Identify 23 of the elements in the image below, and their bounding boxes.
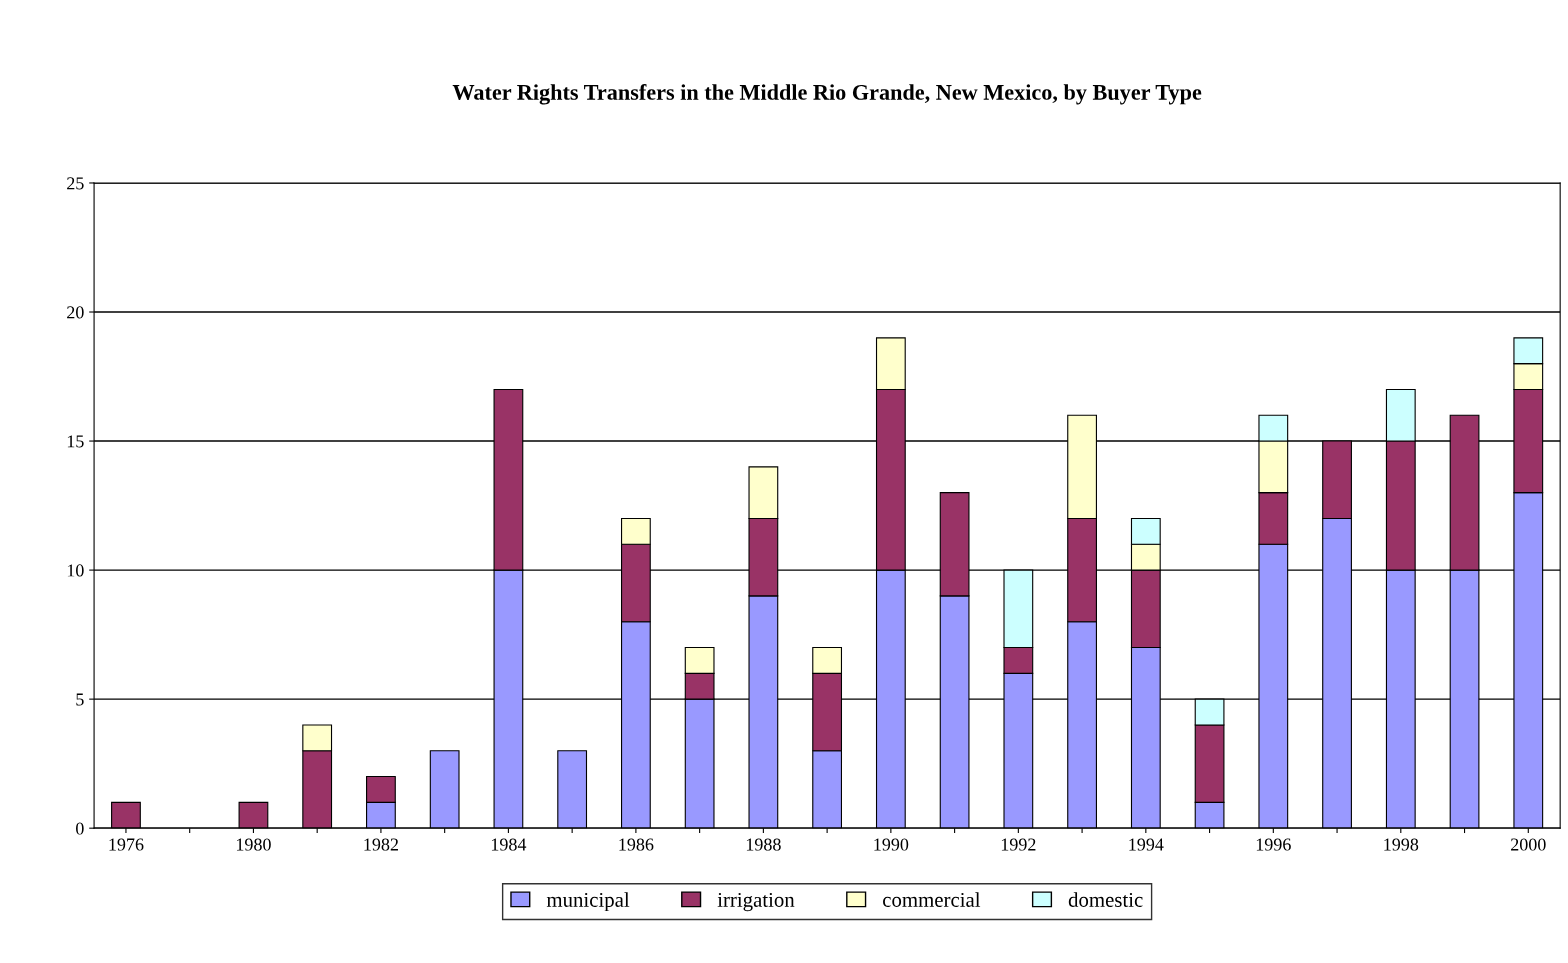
x-tick-label: 1976 [109, 838, 144, 851]
legend-label: domestic [1068, 892, 1143, 907]
y-tick-label: 5 [76, 693, 84, 706]
y-tick-label: 25 [67, 177, 84, 190]
chart-title: Water Rights Transfers in the Middle Rio Grande, New Mexico, by Buyer Type [452, 83, 1202, 105]
y-tick-label: 15 [67, 435, 84, 448]
x-tick-label: 2000 [1511, 838, 1546, 851]
x-tick-label: 1982 [364, 838, 398, 851]
legend-label: municipal [546, 892, 630, 912]
x-tick-label: 1986 [619, 838, 654, 851]
y-tick-label: 20 [67, 306, 84, 319]
x-tick-label: 1990 [874, 838, 909, 851]
x-tick-label: 1992 [1001, 838, 1036, 851]
x-tick-label: 1980 [236, 838, 271, 851]
legend-label: commercial [883, 892, 981, 907]
y-tick-label: 10 [67, 564, 84, 577]
legend-label: irrigation [717, 892, 795, 912]
x-tick-label: 1996 [1256, 838, 1291, 851]
y-tick-label: 0 [76, 822, 84, 835]
x-tick-label: 1988 [746, 838, 781, 851]
x-tick-label: 1998 [1384, 838, 1419, 851]
x-tick-label: 1984 [491, 838, 527, 851]
x-tick-label: 1994 [1129, 838, 1164, 851]
